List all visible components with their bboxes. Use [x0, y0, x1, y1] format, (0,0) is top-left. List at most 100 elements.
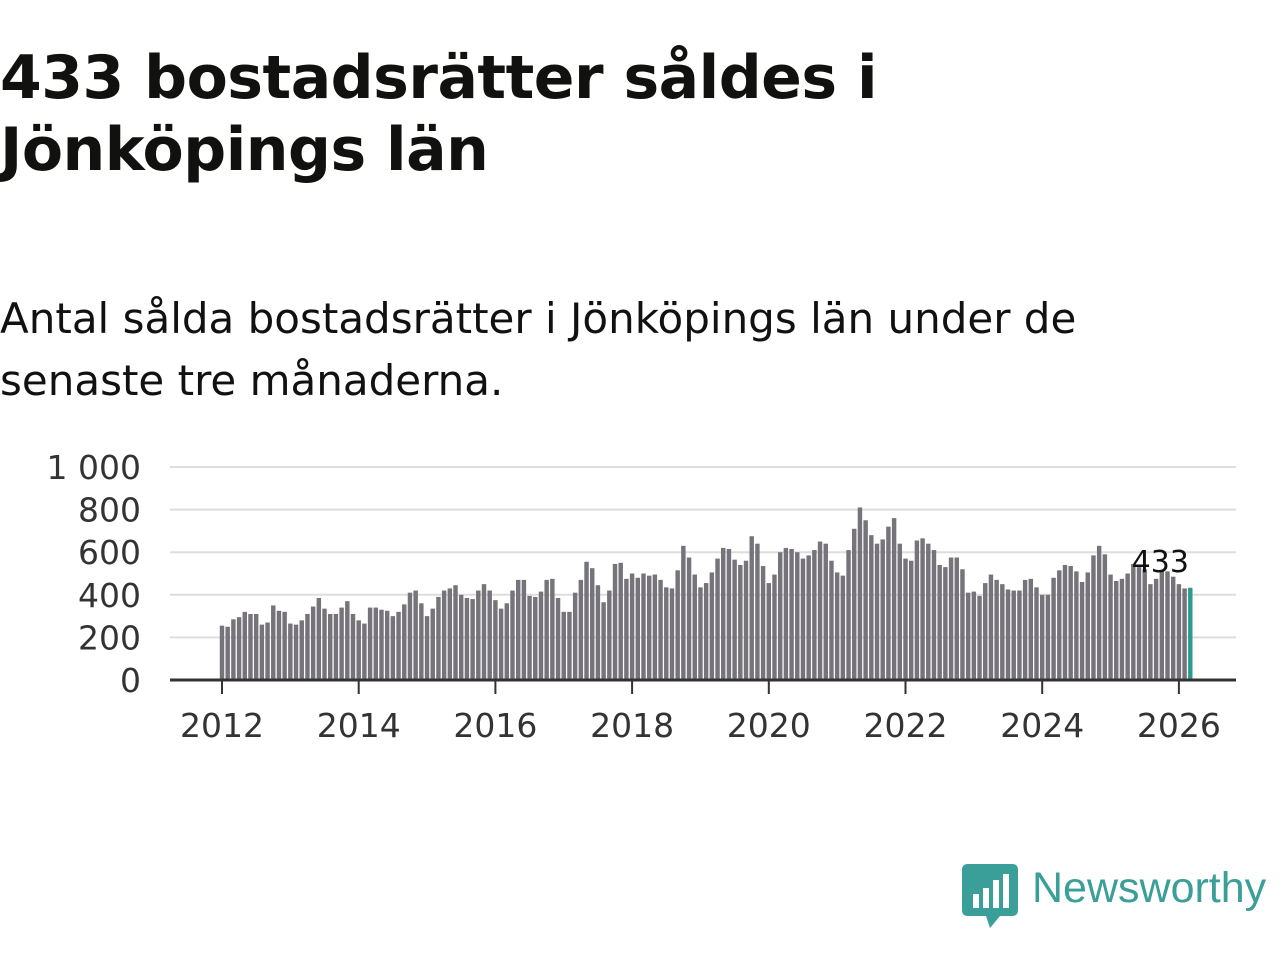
bar [1102, 554, 1108, 680]
y-tick-label: 600 [78, 533, 141, 572]
x-tick-label: 2018 [590, 706, 674, 745]
bar [749, 536, 754, 680]
bar [681, 545, 686, 680]
bar [931, 550, 937, 680]
bar [310, 606, 316, 680]
bar [635, 577, 641, 680]
bar [544, 579, 549, 680]
bar [903, 558, 908, 680]
bar [863, 520, 868, 680]
bar [607, 590, 612, 680]
bar [891, 518, 897, 680]
bar [430, 608, 435, 680]
bar [1074, 571, 1079, 680]
bar [1170, 576, 1176, 680]
bar [225, 626, 230, 680]
bar [590, 568, 595, 680]
bar [248, 613, 253, 680]
bar [914, 540, 920, 680]
bar [1182, 588, 1187, 680]
bar [1159, 571, 1165, 680]
x-tick-label: 2026 [1137, 706, 1221, 745]
bar [1011, 590, 1016, 680]
bar [829, 560, 834, 680]
bar [817, 541, 823, 680]
bar [1079, 582, 1085, 680]
bar [242, 611, 247, 680]
bar [772, 574, 777, 680]
bar [288, 623, 293, 680]
bar [646, 575, 652, 680]
bar [1165, 571, 1170, 680]
bar [322, 608, 327, 680]
bar [390, 616, 396, 680]
bar [1148, 584, 1153, 680]
bar [1068, 566, 1073, 680]
bar [965, 592, 971, 680]
newsworthy-logo: Newsworthy [962, 862, 1280, 932]
bar [698, 587, 703, 680]
y-tick-label: 800 [78, 491, 141, 530]
x-tick-label: 2016 [453, 706, 537, 745]
bar [493, 600, 498, 681]
bar [857, 507, 863, 680]
bar [402, 604, 407, 680]
bar [328, 613, 333, 680]
x-tick-label: 2020 [727, 706, 811, 745]
bar [732, 559, 737, 680]
bar [908, 560, 914, 680]
bar [664, 587, 669, 680]
bar [521, 579, 527, 680]
bar [259, 624, 265, 680]
bar [874, 543, 880, 680]
bar [715, 558, 720, 680]
bar [231, 619, 236, 680]
bar [527, 595, 532, 680]
bar [510, 590, 515, 680]
bar [983, 583, 988, 680]
bar [755, 543, 760, 680]
bar [937, 564, 942, 680]
bar [943, 567, 948, 680]
last-value-label: 433 [1132, 545, 1189, 580]
bar [669, 588, 675, 680]
bar [419, 603, 424, 680]
bar [840, 575, 846, 680]
bar [481, 584, 487, 680]
bar [572, 592, 578, 680]
y-tick-label: 1 000 [47, 448, 141, 487]
bar [584, 561, 589, 680]
bar [709, 572, 715, 680]
bar [795, 552, 800, 680]
bar [800, 558, 806, 680]
bar [271, 605, 276, 680]
bar [1062, 564, 1068, 680]
bar [658, 579, 663, 680]
bar [1176, 584, 1182, 680]
bar [350, 613, 356, 680]
bar [1125, 573, 1130, 680]
bar [1045, 594, 1051, 680]
bar [316, 598, 322, 680]
bar [515, 579, 521, 680]
bar [293, 624, 299, 680]
x-axis-labels: 2012 2014 2016 2018 2020 2022 2024 2026 [180, 706, 1221, 745]
y-tick-label: 0 [120, 661, 141, 700]
bar [253, 613, 259, 680]
bar [988, 574, 994, 680]
bar [738, 564, 743, 680]
bar [721, 547, 726, 680]
bar [436, 596, 441, 680]
bar [960, 569, 965, 680]
bar [447, 588, 453, 680]
bar [641, 573, 646, 680]
bar [948, 557, 954, 680]
bar [760, 566, 766, 680]
bar [812, 550, 817, 680]
bar [1000, 584, 1005, 680]
bar [1057, 570, 1062, 680]
bar [265, 622, 270, 680]
bar [834, 572, 840, 680]
bars [219, 507, 1193, 681]
